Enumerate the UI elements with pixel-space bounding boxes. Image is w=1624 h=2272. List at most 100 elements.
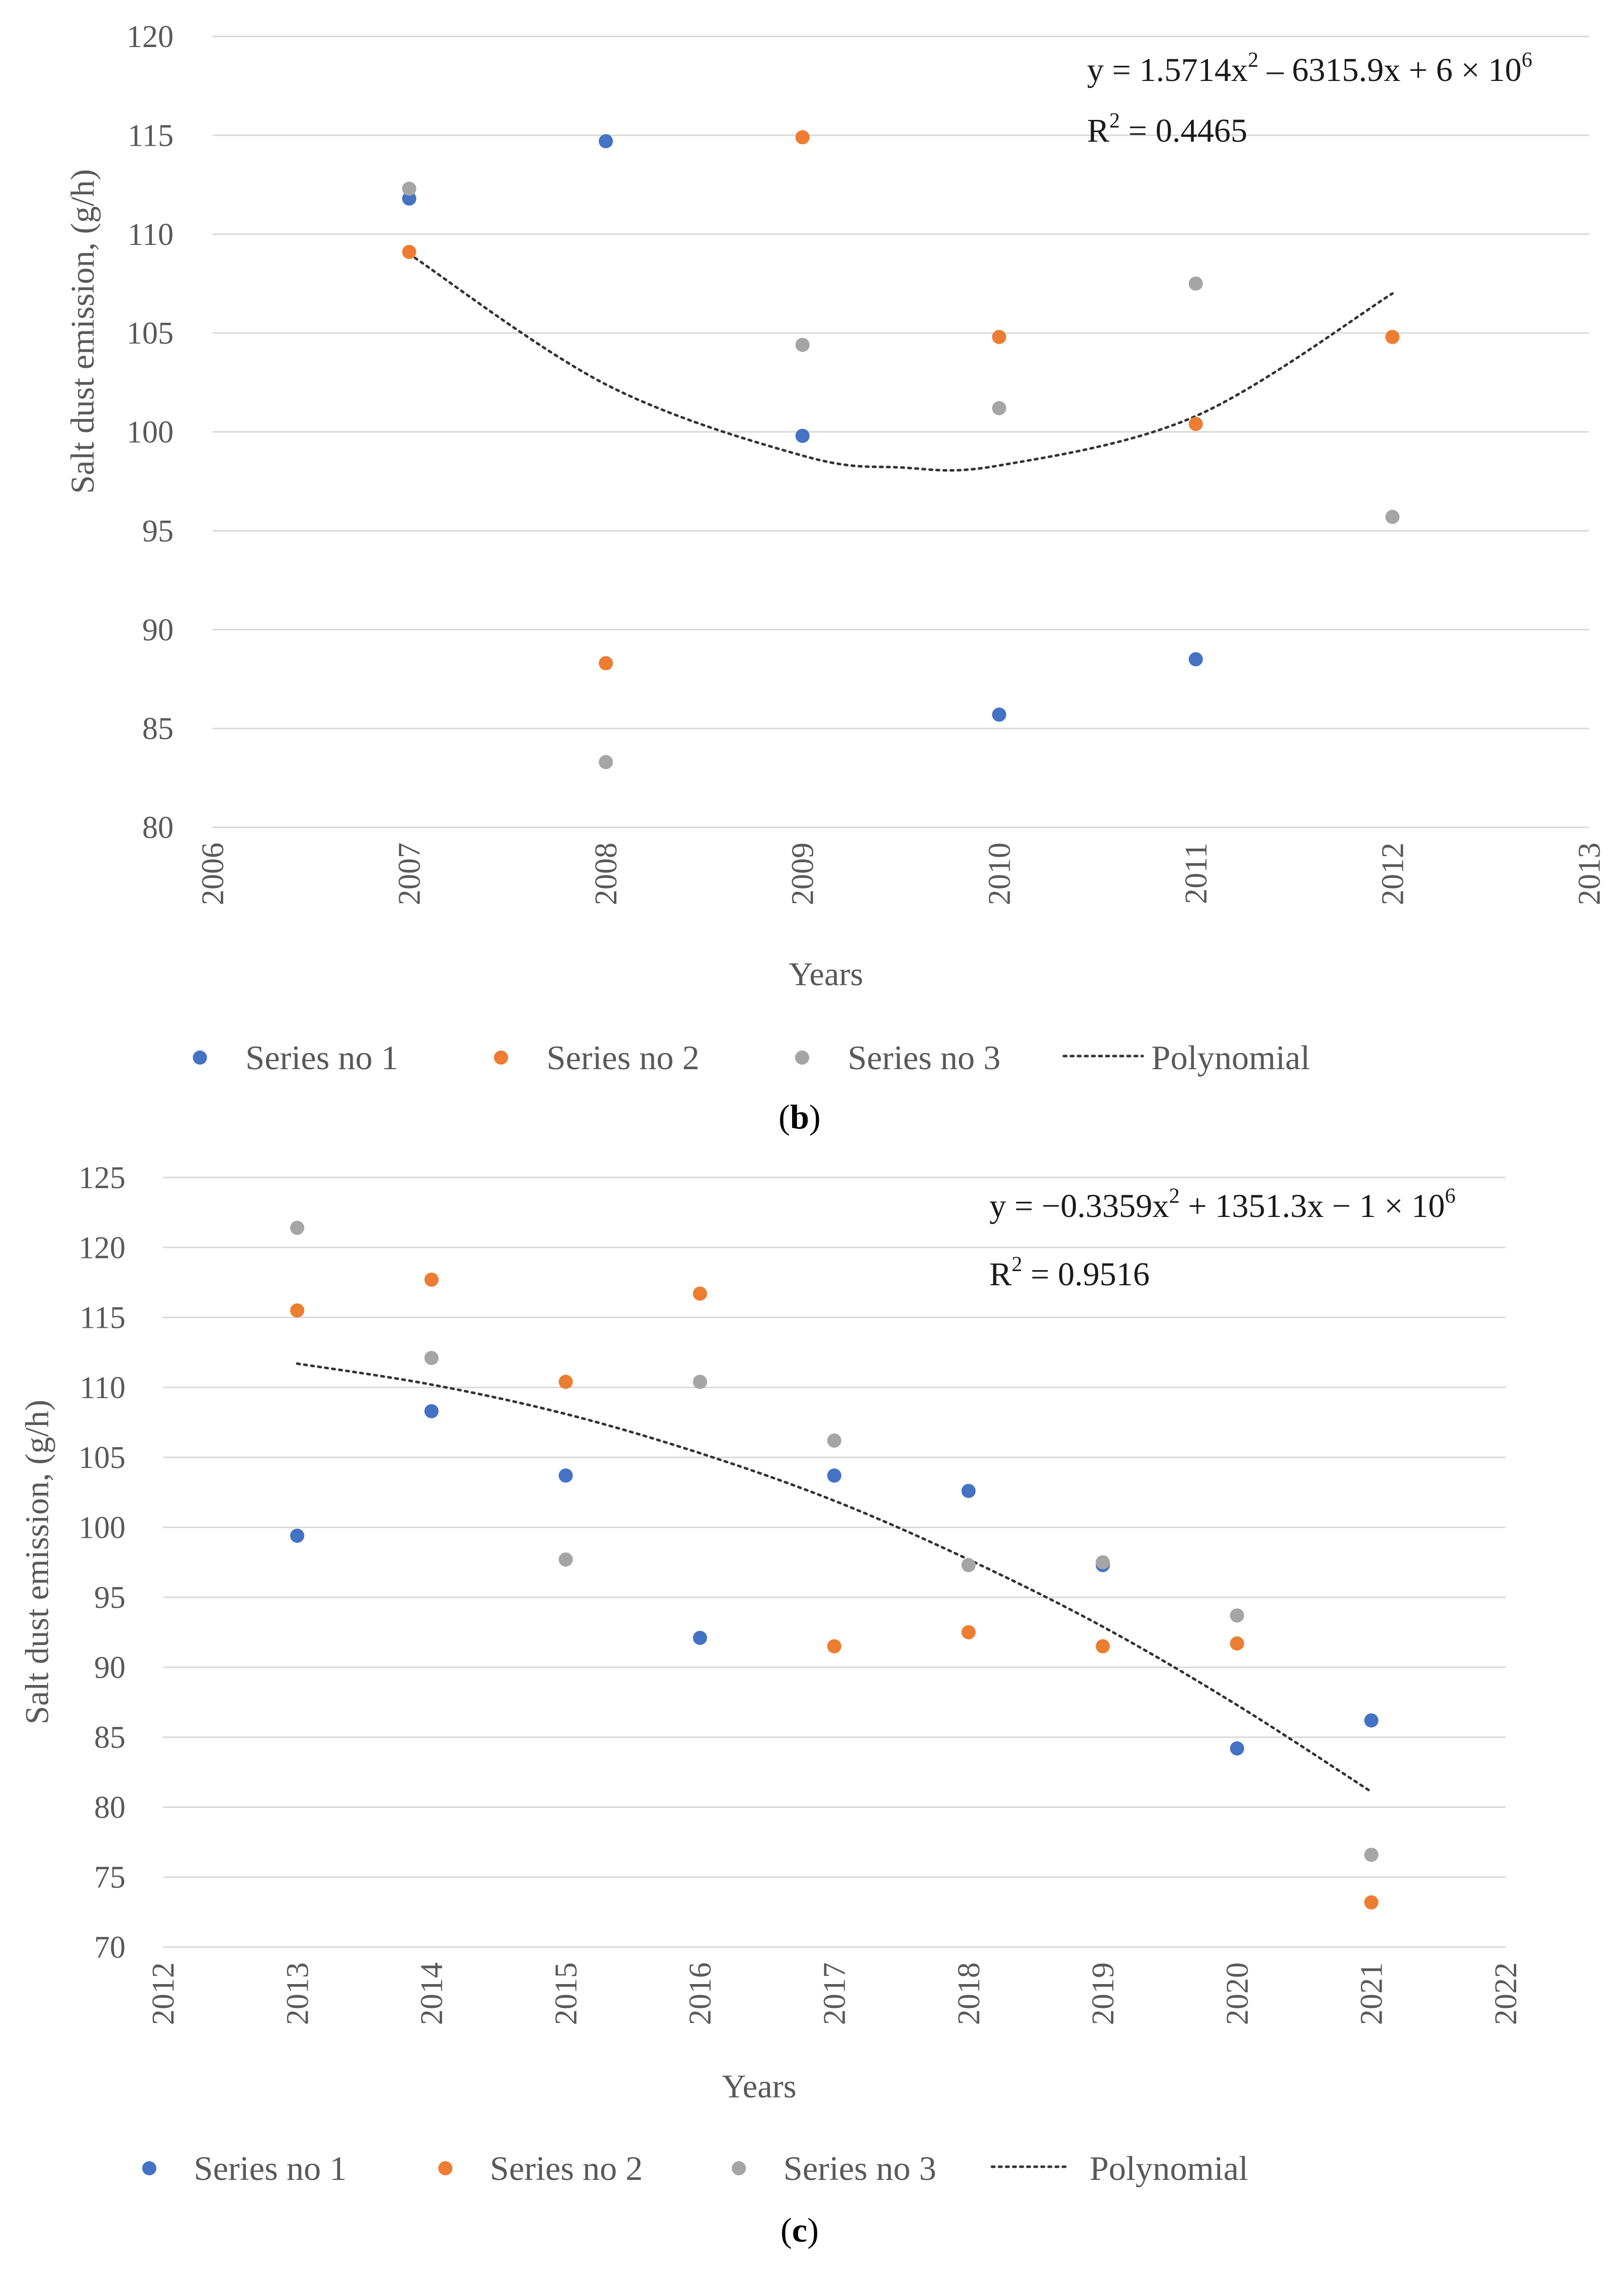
y-tick-label: 105 — [127, 316, 174, 351]
legend-label: Series no 1 — [245, 1038, 398, 1077]
y-tick-label: 125 — [78, 1161, 126, 1195]
trendline-equation: y = 1.5714x2 – 6315.9x + 6 × 106 — [1087, 49, 1532, 89]
y-tick-label: 110 — [128, 218, 174, 252]
legend-marker — [732, 2161, 746, 2175]
x-tick-label: 2013 — [1572, 843, 1607, 905]
series-2-point — [1385, 329, 1400, 344]
series-2-point — [402, 244, 417, 259]
y-tick-label: 100 — [78, 1510, 126, 1545]
series-3-point — [1364, 1847, 1379, 1862]
series-1-point — [1230, 1741, 1244, 1756]
legend-marker — [193, 1050, 207, 1065]
series-3-point — [402, 181, 417, 196]
trendline-equation: y = −0.3359x2 + 1351.3x − 1 × 106 — [989, 1185, 1455, 1225]
y-tick-label: 90 — [94, 1651, 126, 1685]
series-1-point — [693, 1630, 707, 1645]
series-3-point — [827, 1433, 842, 1448]
series-2-point — [693, 1286, 707, 1301]
x-tick-label: 2019 — [1086, 1962, 1120, 2025]
series-3-point — [1385, 510, 1400, 524]
series-2-point — [827, 1639, 842, 1654]
x-tick-label: 2009 — [786, 843, 820, 905]
y-tick-label: 110 — [79, 1371, 126, 1405]
y-tick-label: 85 — [94, 1720, 126, 1755]
legend-label: Polynomial — [1090, 2149, 1248, 2187]
legend: Series no 1 Series no 2 Series no 3 Polynom… — [193, 1038, 1310, 1077]
legend-label: Series no 1 — [194, 2149, 347, 2187]
y-axis-title: Salt dust emission, (g/h) — [19, 1400, 56, 1724]
series-3-point — [424, 1351, 439, 1365]
y-tick-label: 105 — [78, 1441, 126, 1475]
data-points — [402, 130, 1400, 770]
x-tick-labels: 2006 2007 2008 2009 2010 2011 2012 2013 — [196, 843, 1607, 905]
legend: Series no 1 Series no 2 Series no 3 Polynom… — [142, 2149, 1248, 2187]
polynomial-trendline — [296, 1362, 1373, 1793]
legend-marker — [795, 1050, 809, 1065]
gridlines — [163, 1176, 1506, 1948]
series-2-point — [290, 1303, 305, 1318]
y-tick-labels: 80 85 90 95 100 105 110 115 120 — [127, 20, 174, 845]
series-3-point — [1096, 1555, 1110, 1570]
series-3-point — [1230, 1608, 1244, 1623]
x-tick-label: 2008 — [589, 843, 623, 905]
x-tick-label: 2011 — [1179, 843, 1214, 904]
series-1-point — [424, 1404, 439, 1418]
x-tick-label: 2012 — [146, 1962, 181, 2025]
legend-label: Polynomial — [1151, 1038, 1310, 1077]
chart-panel-c: 70 75 80 85 90 95 100 105 110 115 120 125 2012 2013 2… — [19, 1161, 1523, 2249]
y-tick-label: 95 — [94, 1581, 126, 1615]
x-tick-label: 2020 — [1220, 1962, 1255, 2025]
series-3-point — [558, 1552, 573, 1567]
x-tick-label: 2018 — [952, 1962, 986, 2025]
series-2-point — [1364, 1895, 1379, 1910]
y-tick-label: 120 — [127, 20, 174, 54]
y-axis-title: Salt dust emission, (g/h) — [64, 169, 101, 494]
series-1-point — [1188, 652, 1203, 666]
series-1-point — [558, 1468, 573, 1483]
y-tick-label: 95 — [142, 514, 174, 549]
x-tick-label: 2021 — [1355, 1962, 1389, 2025]
panel-label-b: (b) — [778, 1098, 820, 1136]
x-axis-title: Years — [788, 956, 863, 993]
series-2-point — [961, 1625, 976, 1639]
series-1-point — [795, 429, 810, 443]
series-2-point — [599, 656, 613, 670]
series-2-point — [424, 1272, 439, 1287]
y-tick-label: 115 — [128, 118, 174, 153]
legend-label: Series no 2 — [547, 1038, 699, 1077]
x-axis-title: Years — [722, 2068, 796, 2105]
y-tick-label: 100 — [127, 415, 174, 450]
series-1-point — [961, 1484, 976, 1498]
x-tick-label: 2010 — [982, 843, 1017, 905]
y-tick-label: 120 — [78, 1231, 126, 1265]
series-2-point — [1230, 1636, 1244, 1651]
series-1-point — [827, 1468, 842, 1483]
y-tick-label: 80 — [94, 1790, 126, 1825]
y-tick-label: 75 — [94, 1861, 126, 1895]
series-1-point — [290, 1528, 305, 1543]
x-tick-label: 2016 — [683, 1962, 718, 2025]
series-2-point — [558, 1374, 573, 1389]
x-tick-label: 2013 — [280, 1962, 315, 2025]
series-1-point — [992, 707, 1007, 722]
legend-marker — [438, 2161, 452, 2175]
x-tick-label: 2015 — [549, 1962, 584, 2025]
series-2-point — [795, 130, 810, 145]
y-tick-label: 70 — [94, 1930, 126, 1965]
series-2-point — [1096, 1639, 1110, 1654]
series-3-point — [795, 338, 810, 352]
x-tick-label: 2006 — [196, 843, 230, 905]
gridlines — [213, 35, 1589, 828]
x-tick-label: 2022 — [1489, 1962, 1523, 2025]
polynomial-trendline — [408, 253, 1394, 472]
y-tick-labels: 70 75 80 85 90 95 100 105 110 115 120 125 — [78, 1161, 126, 1965]
y-tick-label: 85 — [142, 712, 174, 746]
x-tick-label: 2012 — [1376, 843, 1410, 905]
legend-marker — [494, 1050, 508, 1065]
y-tick-label: 90 — [142, 613, 174, 647]
legend-label: Series no 2 — [490, 2149, 643, 2187]
series-1-point — [599, 134, 613, 149]
panel-label-c: (c) — [780, 2211, 819, 2249]
series-3-point — [992, 401, 1007, 415]
y-tick-label: 115 — [79, 1301, 126, 1335]
